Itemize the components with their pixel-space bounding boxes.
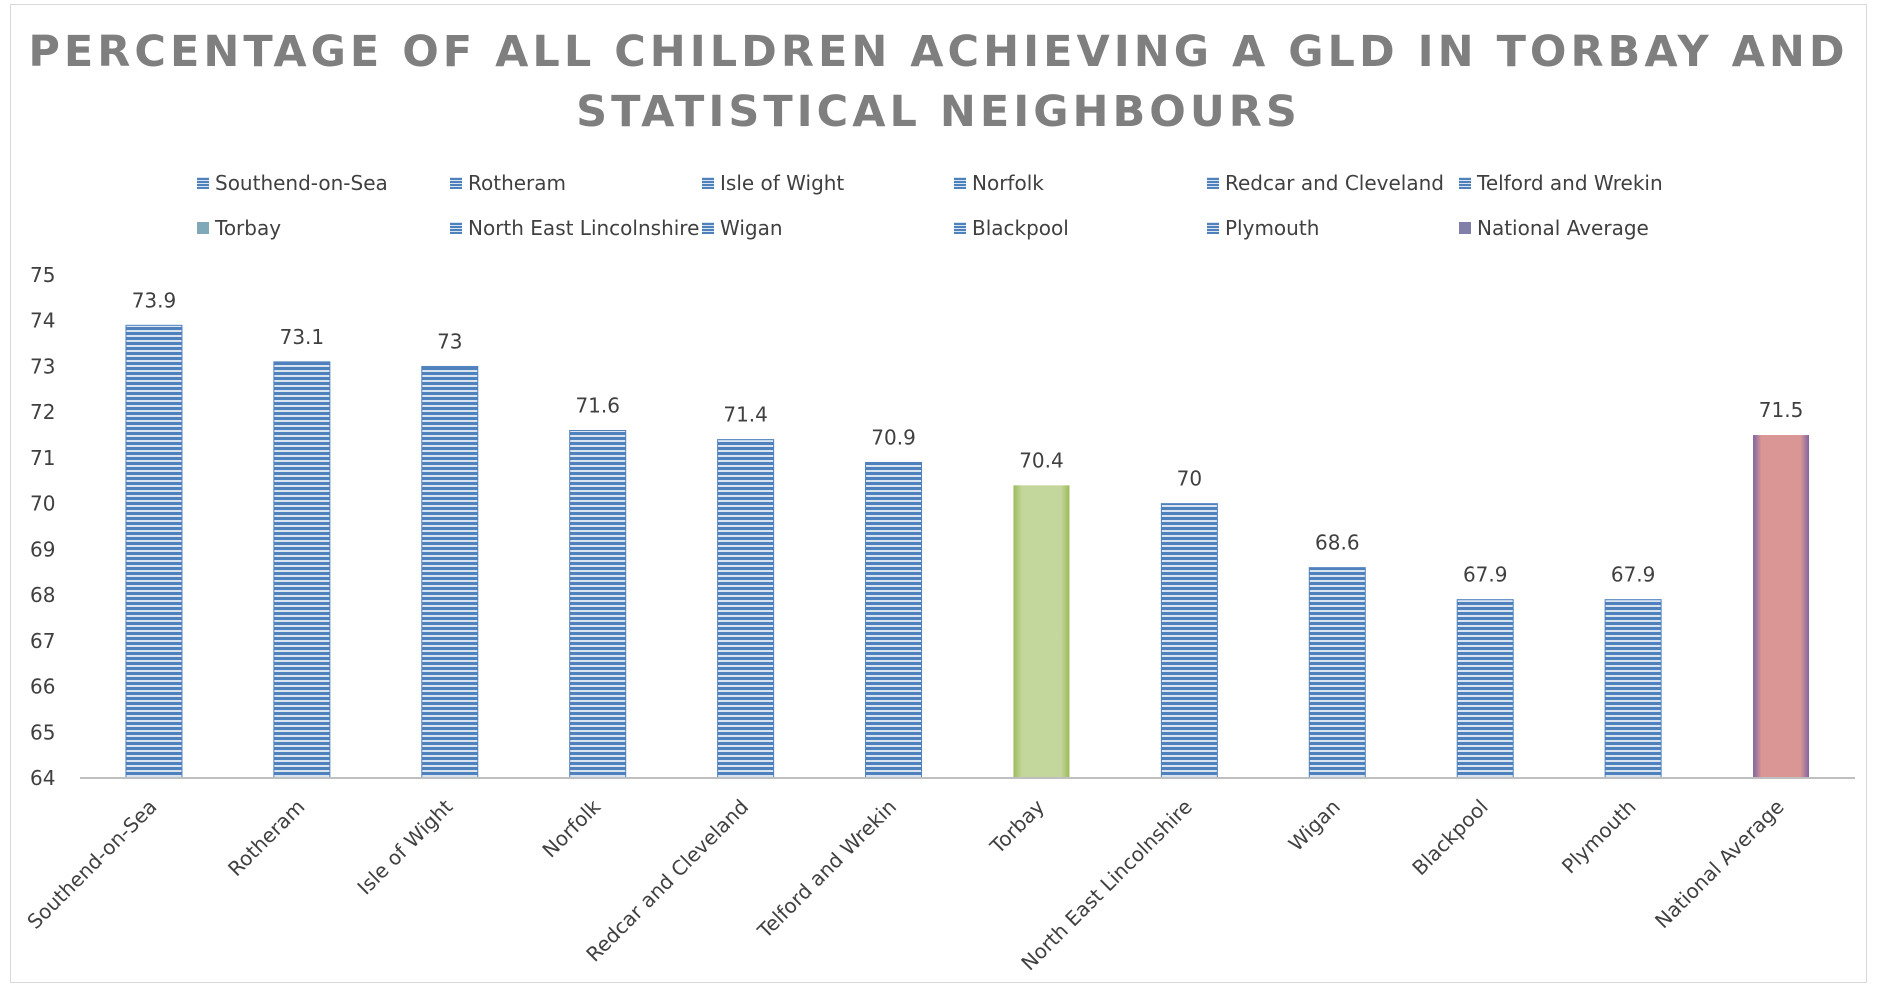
x-tick-label-national-average: National Average <box>1650 795 1788 933</box>
legend-swatch-national-average <box>1459 222 1471 234</box>
x-tick-label-norfolk: Norfolk <box>537 794 605 862</box>
data-label-telford-and-wrekin: 70.9 <box>871 425 916 449</box>
x-tick-label-telford-and-wrekin: Telford and Wrekin <box>752 795 901 944</box>
data-label-blackpool: 67.9 <box>1463 563 1508 587</box>
legend-swatch-north-east-lincolnshire <box>450 222 462 234</box>
y-tick-label-74: 74 <box>30 309 55 333</box>
x-tick-label-rotheram: Rotheram <box>223 795 309 881</box>
x-axis: Southend-on-Sea Rotheram Isle of Wight Norf… <box>22 777 1855 976</box>
y-tick-label-72: 72 <box>30 400 55 424</box>
bar-plymouth <box>1604 599 1662 779</box>
bar-north-east-lincolnshire <box>1160 503 1218 779</box>
x-tick-label-blackpool: Blackpool <box>1407 795 1492 880</box>
legend-label-norfolk: Norfolk <box>972 171 1044 195</box>
legend-item-plymouth: Plymouth <box>1207 216 1319 240</box>
y-tick-label-71: 71 <box>30 446 55 470</box>
data-labels: 73.9 73.1 73 71.6 71.4 70.9 70.4 70 68.6 67.9 67.9… <box>132 288 1804 586</box>
legend-swatch-rotheram <box>450 177 462 189</box>
y-tick-label-64: 64 <box>30 766 55 790</box>
data-label-redcar-and-cleveland: 71.4 <box>723 403 768 427</box>
legend-item-redcar-and-cleveland: Redcar and Cleveland <box>1207 171 1444 195</box>
y-tick-label-70: 70 <box>30 492 55 516</box>
bars <box>125 324 1810 779</box>
data-label-plymouth: 67.9 <box>1611 563 1656 587</box>
x-tick-label-southend-on-sea: Southend-on-Sea <box>22 795 161 934</box>
bar-blackpool <box>1456 599 1514 779</box>
bar-norfolk <box>569 429 627 779</box>
bar-torbay <box>1013 485 1070 778</box>
legend-item-north-east-lincolnshire: North East Lincolnshire <box>450 216 699 240</box>
y-tick-label-69: 69 <box>30 537 55 561</box>
legend-label-national-average: National Average <box>1477 216 1649 240</box>
legend-swatch-blackpool <box>954 222 966 234</box>
y-tick-label-75: 75 <box>30 263 55 287</box>
legend-swatch-plymouth <box>1207 222 1219 234</box>
y-tick-label-65: 65 <box>30 720 55 744</box>
y-axis: 64 65 66 67 68 69 70 71 72 73 74 75 <box>30 263 55 790</box>
bar-southend-on-sea <box>125 324 183 779</box>
data-label-isle-of-wight: 73 <box>437 329 462 353</box>
legend-label-rotheram: Rotheram <box>468 171 566 195</box>
legend-swatch-redcar-and-cleveland <box>1207 177 1219 189</box>
bar-redcar-and-cleveland <box>717 439 775 779</box>
legend-swatch-torbay <box>197 222 209 234</box>
y-tick-label-73: 73 <box>30 354 55 378</box>
data-label-torbay: 70.4 <box>1019 448 1064 472</box>
x-tick-label-north-east-lincolnshire: North East Lincolnshire <box>1016 795 1197 976</box>
x-tick-label-torbay: Torbay <box>985 794 1050 859</box>
legend-item-rotheram: Rotheram <box>450 171 566 195</box>
legend-label-redcar-and-cleveland: Redcar and Cleveland <box>1225 171 1444 195</box>
legend-item-telford-and-wrekin: Telford and Wrekin <box>1459 171 1663 195</box>
legend-label-north-east-lincolnshire: North East Lincolnshire <box>468 216 699 240</box>
legend-item-southend-on-sea: Southend-on-Sea <box>197 171 388 195</box>
legend-item-blackpool: Blackpool <box>954 216 1069 240</box>
legend-label-southend-on-sea: Southend-on-Sea <box>215 171 388 195</box>
bar-telford-and-wrekin <box>865 461 923 779</box>
data-label-wigan: 68.6 <box>1315 531 1360 555</box>
data-label-national-average: 71.5 <box>1759 398 1804 422</box>
legend-label-isle-of-wight: Isle of Wight <box>720 171 844 195</box>
legend-swatch-isle-of-wight <box>702 177 714 189</box>
legend-swatch-telford-and-wrekin <box>1459 177 1471 189</box>
bar-wigan <box>1308 567 1366 779</box>
chart-title: PERCENTAGE OF ALL CHILDREN ACHIEVING A G… <box>28 27 1849 137</box>
legend-item-national-average: National Average <box>1459 216 1649 240</box>
x-tick-label-isle-of-wight: Isle of Wight <box>352 794 457 899</box>
y-tick-label-68: 68 <box>30 583 55 607</box>
x-tick-label-wigan: Wigan <box>1284 795 1345 856</box>
bar-national-average <box>1753 435 1810 778</box>
legend-swatch-norfolk <box>954 177 966 189</box>
legend-label-blackpool: Blackpool <box>972 216 1069 240</box>
x-tick-label-plymouth: Plymouth <box>1557 795 1641 879</box>
legend-swatch-wigan <box>702 222 714 234</box>
bar-rotheram <box>273 361 331 779</box>
y-tick-label-66: 66 <box>30 675 55 699</box>
bar-isle-of-wight <box>421 365 479 779</box>
legend: Southend-on-Sea Rotheram Isle of Wight Norf… <box>197 171 1663 240</box>
legend-item-wigan: Wigan <box>702 216 783 240</box>
legend-label-torbay: Torbay <box>214 216 281 240</box>
data-label-north-east-lincolnshire: 70 <box>1177 467 1202 491</box>
legend-label-plymouth: Plymouth <box>1225 216 1319 240</box>
y-tick-label-67: 67 <box>30 629 55 653</box>
legend-item-norfolk: Norfolk <box>954 171 1044 195</box>
legend-label-telford-and-wrekin: Telford and Wrekin <box>1476 171 1663 195</box>
data-label-norfolk: 71.6 <box>575 393 620 417</box>
legend-swatch-southend-on-sea <box>197 177 209 189</box>
x-tick-label-redcar-and-cleveland: Redcar and Cleveland <box>581 795 753 967</box>
data-label-southend-on-sea: 73.9 <box>132 288 177 312</box>
legend-label-wigan: Wigan <box>720 216 783 240</box>
data-label-rotheram: 73.1 <box>280 325 325 349</box>
legend-item-isle-of-wight: Isle of Wight <box>702 171 844 195</box>
legend-item-torbay: Torbay <box>197 216 281 240</box>
